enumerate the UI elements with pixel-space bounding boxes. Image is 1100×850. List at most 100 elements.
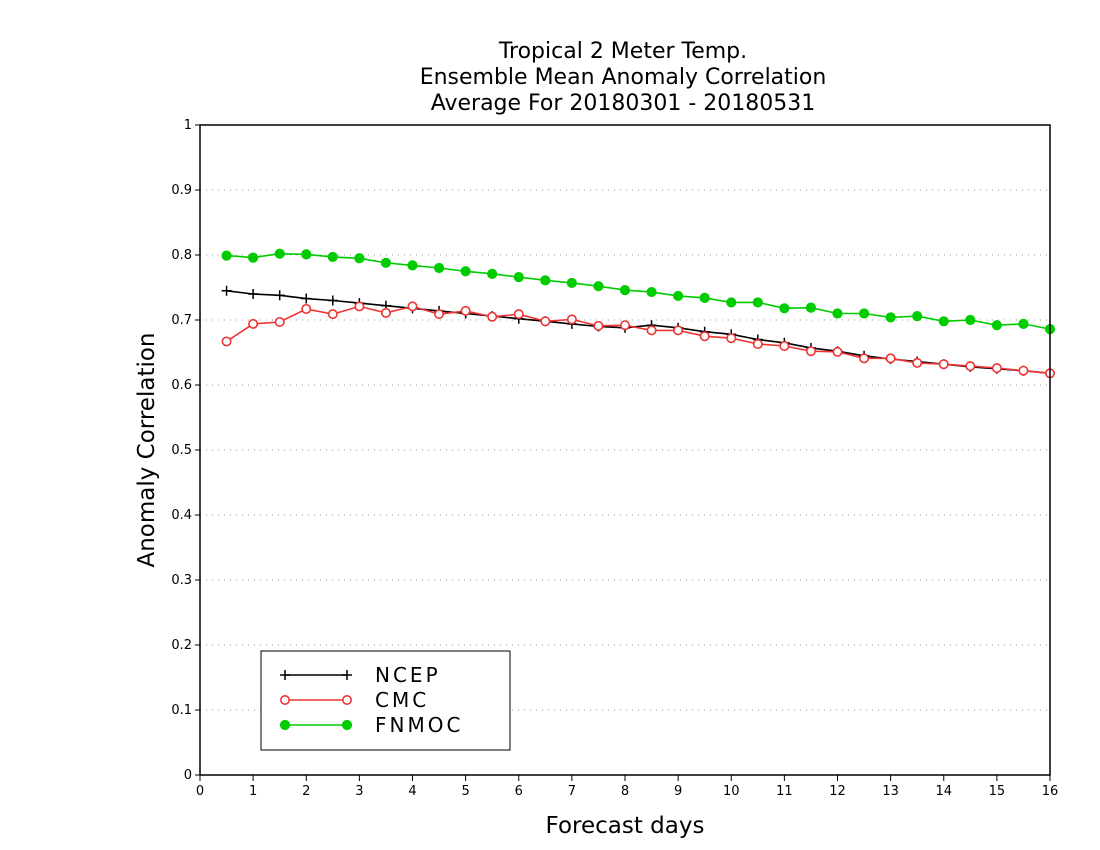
x-tick-label: 10 <box>723 784 740 799</box>
x-tick-label: 14 <box>935 784 952 799</box>
data-point-fnmoc <box>354 253 365 264</box>
legend-label-cmc: CMC <box>375 688 429 712</box>
data-point-fnmoc <box>487 268 498 279</box>
data-point-cmc <box>859 353 870 364</box>
data-point-fnmoc <box>407 260 418 271</box>
data-point-fnmoc <box>221 250 232 261</box>
legend-marker-ncep <box>280 670 290 680</box>
data-point-cmc <box>673 325 684 336</box>
x-tick-label: 7 <box>568 784 576 799</box>
legend-marker-fnmoc <box>279 719 291 731</box>
data-point-cmc <box>885 353 896 364</box>
data-point-fnmoc <box>566 277 577 289</box>
legend-label-ncep: NCEP <box>375 663 441 687</box>
y-tick-label: 0.5 <box>171 443 192 458</box>
series-cmc <box>221 301 1056 379</box>
legend-marker-fnmoc <box>341 719 353 731</box>
data-point-fnmoc <box>274 248 285 259</box>
grid-lines <box>200 189 1050 711</box>
x-tick-label: 2 <box>302 784 310 799</box>
y-tick-label: 0.1 <box>171 703 192 718</box>
series-line-fnmoc <box>226 252 1051 330</box>
data-point-fnmoc <box>805 302 817 313</box>
y-axis-title: Anomaly Correlation <box>134 332 160 567</box>
y-tick-label: 0 <box>184 768 192 783</box>
data-point-fnmoc <box>433 262 445 274</box>
plot-frame <box>199 124 1051 776</box>
x-tick-label: 1 <box>249 784 257 799</box>
data-point-fnmoc <box>885 312 896 323</box>
data-point-fnmoc <box>699 292 710 303</box>
data-point-cmc <box>513 309 524 320</box>
data-point-ncep <box>221 285 232 296</box>
data-point-fnmoc <box>779 303 790 314</box>
chart-title-line-1: Tropical 2 Meter Temp. <box>498 39 747 64</box>
y-tick-label: 0.2 <box>171 638 192 653</box>
data-point-fnmoc <box>858 308 870 319</box>
legend-item-fnmoc: FNMOC <box>279 713 463 737</box>
x-tick-label: 3 <box>355 784 363 799</box>
legend-item-ncep: NCEP <box>280 663 441 687</box>
chart-title-line-2: Ensemble Mean Anomaly Correlation <box>420 65 827 90</box>
data-point-fnmoc <box>248 252 259 263</box>
data-point-cmc <box>779 340 790 351</box>
data-point-fnmoc <box>593 281 604 292</box>
x-tick-label: 0 <box>196 784 204 799</box>
data-point-cmc <box>407 301 418 312</box>
data-point-fnmoc <box>540 275 551 286</box>
axis-ticks: 00.10.20.30.40.50.60.70.80.910 1 2 3 4 5 6 7 8 9 1… <box>171 118 1058 799</box>
data-point-cmc <box>434 309 445 320</box>
data-point-cmc <box>248 318 259 329</box>
data-point-cmc <box>221 336 232 347</box>
data-point-cmc <box>938 359 949 370</box>
data-point-ncep <box>301 293 312 304</box>
data-point-cmc <box>991 363 1002 374</box>
data-point-ncep <box>248 289 259 299</box>
data-point-cmc <box>619 320 630 331</box>
data-point-fnmoc <box>619 285 631 296</box>
data-point-fnmoc <box>965 314 976 326</box>
data-point-cmc <box>274 316 285 327</box>
data-point-cmc <box>566 314 577 325</box>
y-tick-label: 0.8 <box>171 248 192 263</box>
data-point-cmc <box>354 301 365 312</box>
data-point-fnmoc <box>327 251 338 263</box>
x-axis-title: Forecast days <box>546 813 705 839</box>
data-point-fnmoc <box>513 272 524 283</box>
x-tick-label: 13 <box>882 784 899 799</box>
legend-label-fnmoc: FNMOC <box>375 713 463 737</box>
y-tick-label: 0.4 <box>171 508 192 523</box>
data-point-cmc <box>301 303 312 314</box>
chart-title-line-3: Average For 20180301 - 20180531 <box>431 91 816 116</box>
data-point-fnmoc <box>912 311 923 322</box>
x-tick-label: 6 <box>515 784 523 799</box>
x-tick-label: 15 <box>989 784 1006 799</box>
data-point-cmc <box>380 307 391 318</box>
data-point-fnmoc <box>991 320 1002 331</box>
data-point-cmc <box>965 361 976 372</box>
data-point-fnmoc <box>380 257 392 268</box>
data-point-cmc <box>912 357 923 368</box>
x-tick-label: 9 <box>674 784 682 799</box>
data-point-cmc <box>726 333 737 344</box>
x-tick-label: 11 <box>776 784 793 799</box>
y-tick-label: 0.9 <box>171 183 192 198</box>
legend-marker-cmc <box>341 694 352 705</box>
data-point-fnmoc <box>460 266 471 277</box>
y-tick-label: 1 <box>184 118 192 133</box>
x-tick-label: 4 <box>408 784 416 799</box>
y-tick-label: 0.7 <box>171 313 192 328</box>
y-tick-label: 0.6 <box>171 378 192 393</box>
data-point-fnmoc <box>752 297 763 308</box>
data-point-cmc <box>593 320 604 331</box>
series-layer <box>221 248 1056 379</box>
x-tick-label: 8 <box>621 784 629 799</box>
data-point-fnmoc <box>938 316 949 327</box>
x-tick-label: 5 <box>461 784 469 799</box>
series-ncep <box>221 285 1055 379</box>
data-point-fnmoc <box>726 297 737 308</box>
data-point-cmc <box>646 325 657 336</box>
legend-item-cmc: CMC <box>279 688 429 712</box>
x-tick-label: 16 <box>1042 784 1059 799</box>
